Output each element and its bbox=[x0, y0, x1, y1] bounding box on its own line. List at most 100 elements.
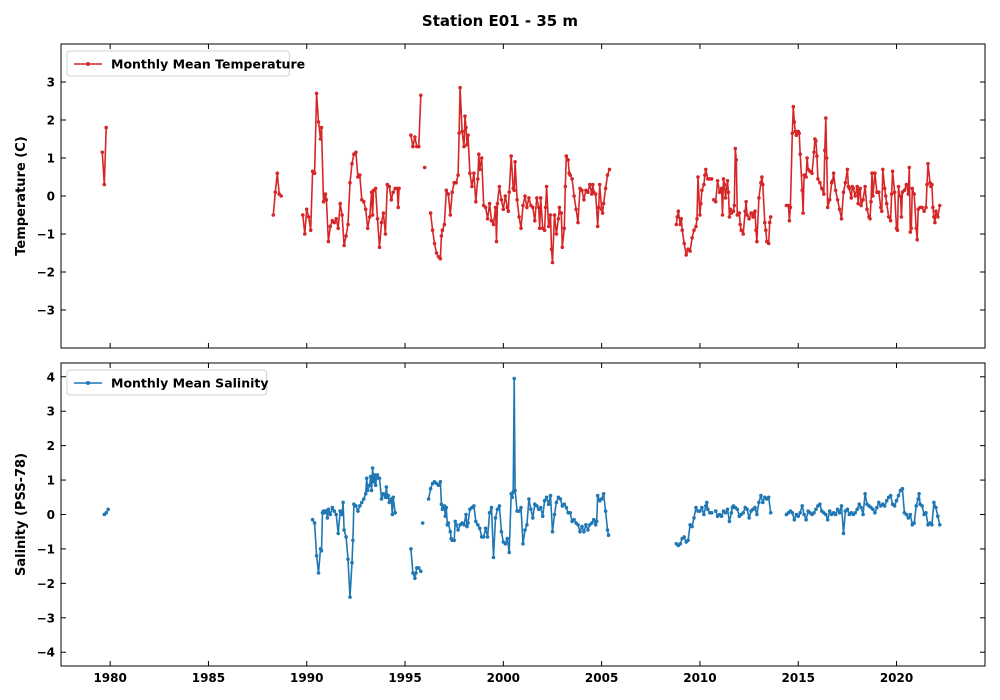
salinity-data-point bbox=[443, 514, 448, 518]
temperature-data-point bbox=[839, 217, 844, 221]
salinity-data-point bbox=[812, 511, 816, 515]
salinity-data-point bbox=[368, 474, 373, 479]
salinity-data-point bbox=[792, 517, 797, 522]
temperature-data-point bbox=[419, 93, 423, 98]
salinity-data-point bbox=[448, 529, 453, 534]
temperature-data-point bbox=[568, 173, 572, 177]
salinity-data-point bbox=[466, 521, 470, 525]
temperature-data-point bbox=[462, 144, 466, 149]
temperature-data-point bbox=[688, 249, 692, 253]
salinity-data-point bbox=[904, 512, 909, 517]
temperature-data-point bbox=[536, 205, 541, 210]
temperature-data-point bbox=[820, 186, 824, 191]
salinity-data-point bbox=[428, 486, 433, 491]
salinity-data-point bbox=[316, 571, 321, 575]
salinity-data-point bbox=[873, 511, 877, 515]
temperature-data-point bbox=[757, 196, 761, 200]
temperature-data-point bbox=[920, 205, 924, 210]
temperature-data-point bbox=[417, 144, 421, 149]
temperature-data-point bbox=[513, 160, 517, 164]
salinity-data-point bbox=[446, 521, 451, 525]
temperature-data-point bbox=[865, 207, 869, 212]
temperature-y-tick-label: 0 bbox=[47, 190, 55, 204]
temperature-data-point bbox=[301, 213, 305, 217]
salinity-y-tick-label: −3 bbox=[37, 611, 55, 625]
temperature-data-point bbox=[316, 120, 321, 124]
temperature-data-point bbox=[489, 218, 494, 223]
temperature-data-point bbox=[831, 171, 836, 175]
temperature-data-point bbox=[487, 201, 492, 206]
temperature-data-point bbox=[566, 158, 570, 162]
temperature-data-point bbox=[715, 179, 720, 183]
temperature-data-point bbox=[434, 251, 439, 255]
temperature-data-point bbox=[463, 114, 467, 118]
temperature-data-point bbox=[465, 142, 469, 147]
temperature-data-point bbox=[902, 188, 907, 193]
salinity-data-point bbox=[340, 512, 344, 517]
temperature-data-point bbox=[910, 186, 915, 191]
temperature-data-point bbox=[861, 198, 865, 202]
salinity-data-point bbox=[818, 502, 822, 507]
temperature-data-point bbox=[546, 224, 551, 229]
temperature-data-point bbox=[922, 209, 926, 213]
salinity-data-point bbox=[464, 512, 468, 517]
salinity-y-tick-label: −2 bbox=[37, 577, 55, 591]
temperature-data-point bbox=[570, 177, 574, 181]
temperature-data-point bbox=[696, 175, 700, 179]
temperature-data-point bbox=[690, 236, 694, 240]
salinity-data-point bbox=[936, 514, 940, 518]
temperature-data-point bbox=[751, 215, 755, 219]
salinity-data-point bbox=[503, 542, 508, 546]
temperature-data-point bbox=[906, 192, 911, 196]
salinity-data-point bbox=[586, 528, 590, 532]
salinity-data-point bbox=[373, 483, 378, 488]
temperature-data-point bbox=[833, 188, 838, 193]
temperature-data-point bbox=[698, 213, 702, 217]
temperature-data-point bbox=[363, 207, 368, 212]
salinity-data-point bbox=[920, 504, 924, 508]
salinity-data-point bbox=[938, 523, 942, 527]
temperature-data-point bbox=[557, 205, 562, 210]
salinity-data-point bbox=[346, 557, 350, 562]
temperature-data-point bbox=[457, 131, 461, 136]
salinity-data-point bbox=[529, 507, 533, 512]
temperature-data-point bbox=[350, 161, 354, 166]
salinity-data-point bbox=[562, 502, 567, 507]
salinity-data-point bbox=[727, 519, 732, 524]
temperature-data-point bbox=[318, 137, 323, 141]
salinity-data-point bbox=[414, 571, 418, 575]
temperature-data-point bbox=[512, 188, 516, 193]
temperature-data-point bbox=[485, 217, 490, 221]
temperature-data-point bbox=[332, 220, 337, 225]
temperature-data-point bbox=[273, 190, 278, 194]
temperature-data-point bbox=[849, 196, 854, 200]
salinity-panel: 1980 1985 1990 1995 2000 2005 2010 2015 2020 −4 −3… bbox=[14, 362, 986, 685]
salinity-data-point bbox=[554, 500, 559, 505]
salinity-data-point bbox=[454, 523, 459, 527]
salinity-data-point bbox=[564, 505, 569, 510]
temperature-data-point bbox=[472, 171, 476, 175]
temperature-data-point bbox=[601, 201, 606, 206]
salinity-data-point bbox=[702, 512, 706, 517]
temperature-legend-box bbox=[66, 50, 290, 77]
temperature-data-point bbox=[720, 213, 725, 217]
temperature-data-point bbox=[700, 188, 704, 193]
salinity-x-tick-label: 2000 bbox=[487, 671, 520, 685]
temperature-data-point bbox=[722, 182, 727, 187]
temperature-data-point bbox=[104, 125, 108, 130]
temperature-data-point bbox=[506, 209, 511, 213]
salinity-data-point bbox=[837, 511, 842, 515]
temperature-data-point bbox=[869, 199, 873, 204]
salinity-data-point bbox=[798, 511, 802, 515]
temperature-data-point bbox=[749, 211, 753, 215]
salinity-data-point bbox=[390, 512, 395, 517]
salinity-data-point bbox=[356, 509, 360, 513]
temperature-data-point bbox=[816, 177, 820, 181]
temperature-data-point bbox=[543, 205, 548, 210]
temperature-data-point bbox=[430, 228, 435, 232]
temperature-data-point bbox=[321, 199, 326, 204]
salinity-data-point bbox=[802, 512, 806, 517]
temperature-data-point bbox=[909, 226, 914, 231]
salinity-data-point bbox=[531, 516, 535, 520]
